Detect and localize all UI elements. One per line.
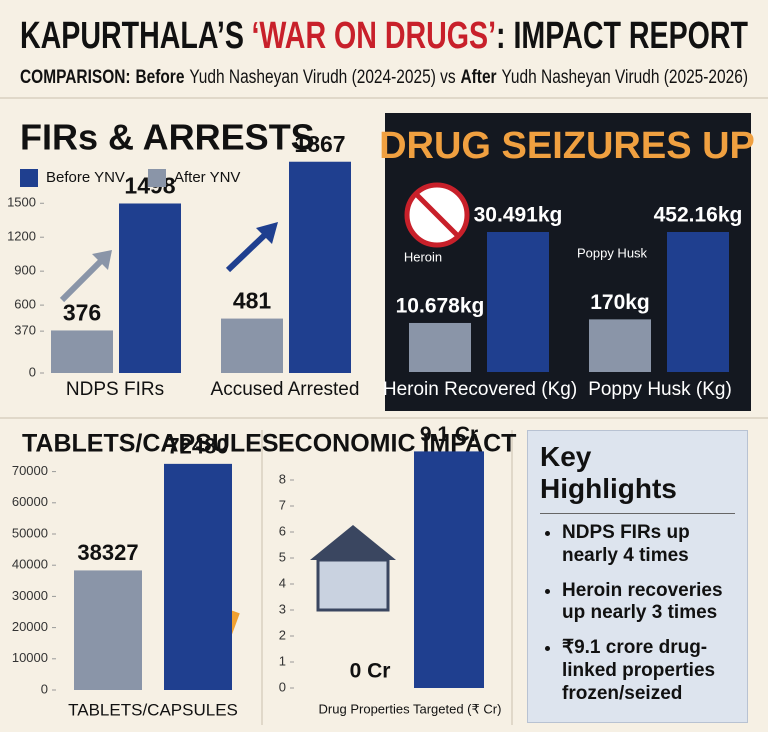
subtitle-part: After xyxy=(460,67,497,88)
title-part: : IMPACT REPORT xyxy=(496,15,748,57)
y-tick-label: 1200 xyxy=(7,229,36,244)
value-label: 452.16kg xyxy=(654,204,743,227)
highlight-item: ₹9.1 crore drug-linked properties frozen… xyxy=(562,637,735,705)
chart-title: TABLETS/CAPSULES xyxy=(22,430,279,458)
x-tick-label: Poppy Husk (Kg) xyxy=(588,379,732,400)
highlight-item: NDPS FIRs up nearly 4 times xyxy=(562,522,735,568)
bar xyxy=(74,570,142,690)
highlights-title: Key Highlights xyxy=(540,441,735,514)
bar xyxy=(51,330,113,373)
legend-swatch xyxy=(20,169,38,187)
arrow-icon xyxy=(256,222,278,244)
value-label: 30.491kg xyxy=(474,204,563,227)
y-tick-label: 1500 xyxy=(7,195,36,210)
y-tick-label: 40000 xyxy=(12,557,48,572)
value-label: 376 xyxy=(63,300,101,326)
value-label: 38327 xyxy=(77,540,138,565)
y-tick-label: 6 xyxy=(279,523,286,538)
value-label: 481 xyxy=(233,288,272,314)
x-tick-label: Accused Arrested xyxy=(211,379,360,400)
legend-label: Before YNV xyxy=(46,169,125,186)
subtitle-part: Yudh Nasheyan Virudh (2025-2026) xyxy=(501,67,748,88)
arrow-icon xyxy=(225,227,273,273)
icon-label: Poppy Husk xyxy=(577,245,648,260)
title-part: KAPURTHALA’S xyxy=(20,15,244,57)
y-tick-label: 8 xyxy=(279,471,286,486)
value-label: 170kg xyxy=(590,291,650,314)
subtitle-part: Before xyxy=(135,67,184,88)
highlight-item: Heroin recoveries up nearly 3 times xyxy=(562,580,735,626)
value-label: 0 Cr xyxy=(350,660,391,683)
subtitle-part: Yudh Nasheyan Virudh (2024-2025) vs xyxy=(189,67,455,88)
value-label: 9.1 Cr xyxy=(420,423,478,446)
y-tick-label: 0 xyxy=(279,679,286,694)
key-highlights: Key Highlights NDPS FIRs up nearly 4 tim… xyxy=(527,430,748,723)
bar xyxy=(289,161,351,373)
y-tick-label: 0 xyxy=(29,364,36,379)
y-tick-label: 30000 xyxy=(12,588,48,603)
y-tick-label: 7 xyxy=(279,497,286,512)
y-tick-label: 4 xyxy=(279,575,286,590)
bar xyxy=(414,451,484,688)
bar xyxy=(164,463,232,690)
y-tick-label: 10000 xyxy=(12,650,48,665)
value-label: 10.678kg xyxy=(396,295,485,318)
chart-title: DRUG SEIZURES UP xyxy=(379,125,755,167)
bar xyxy=(221,318,283,373)
y-tick-label: 60000 xyxy=(12,494,48,509)
icon-label: Heroin xyxy=(404,249,442,264)
x-tick-label: Heroin Recovered (Kg) xyxy=(383,379,577,400)
x-tick-label: NDPS FIRs xyxy=(66,379,164,400)
y-tick-label: 900 xyxy=(14,263,36,278)
arrow-icon xyxy=(92,250,112,270)
legend-swatch xyxy=(148,169,166,187)
y-tick-label: 3 xyxy=(279,601,286,616)
bar xyxy=(119,203,181,373)
highlights-list: NDPS FIRs up nearly 4 times Heroin recov… xyxy=(540,522,735,706)
y-tick-label: 370 xyxy=(14,323,36,338)
title-part: ‘WAR ON DRUGS’ xyxy=(251,15,496,57)
x-tick-label: Drug Properties Targeted (₹ Cr) xyxy=(319,701,502,716)
value-label: 72480 xyxy=(167,434,228,459)
arrow-icon xyxy=(59,253,109,303)
chart-title: FIRs & ARRESTS xyxy=(20,117,315,158)
bank-icon xyxy=(310,525,396,560)
y-tick-label: 0 xyxy=(41,681,48,696)
heroin-icon xyxy=(414,192,460,238)
x-tick-label: TABLETS/CAPSULES xyxy=(68,700,238,719)
bank-icon xyxy=(316,558,390,612)
y-tick-label: 50000 xyxy=(12,525,48,540)
bar xyxy=(409,322,471,372)
legend-label: After YNV xyxy=(174,169,240,186)
y-tick-label: 5 xyxy=(279,549,286,564)
value-label: 1867 xyxy=(294,131,345,157)
subtitle-part: COMPARISON: xyxy=(20,67,131,88)
bar xyxy=(487,232,549,372)
y-tick-label: 600 xyxy=(14,297,36,312)
y-tick-label: 70000 xyxy=(12,463,48,478)
bar xyxy=(667,232,729,372)
y-tick-label: 1 xyxy=(279,653,286,668)
subtitle: COMPARISON:BeforeYudh Nasheyan Virudh (2… xyxy=(20,67,748,88)
bar xyxy=(589,319,651,372)
y-tick-label: 20000 xyxy=(12,619,48,634)
page-title: KAPURTHALA’S‘WAR ON DRUGS’: IMPACT REPOR… xyxy=(20,15,748,57)
y-tick-label: 2 xyxy=(279,627,286,642)
